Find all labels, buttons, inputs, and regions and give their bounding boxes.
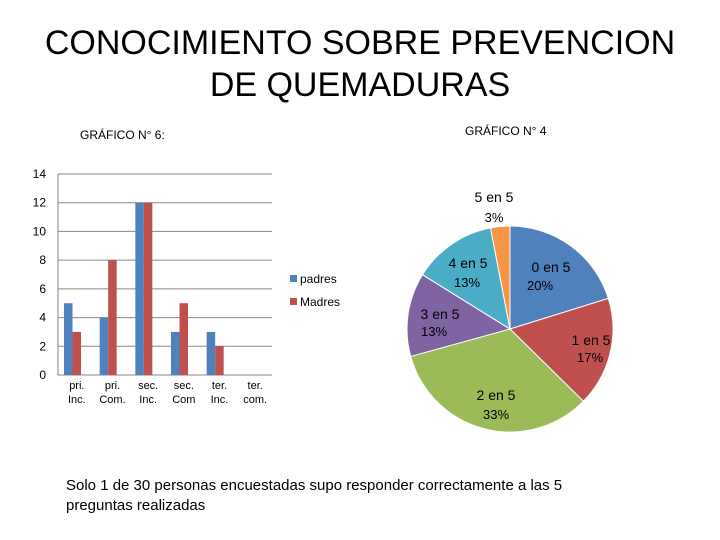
bar-padres <box>135 202 144 375</box>
y-tick-label: 6 <box>39 282 46 296</box>
legend-swatch-padres <box>290 275 297 282</box>
x-tick-label: ter. <box>212 380 227 392</box>
pie-percent: 20% <box>527 278 553 293</box>
pie-label: 1 en 5 <box>572 332 611 348</box>
x-tick-label: Com <box>172 394 195 406</box>
bar-padres <box>206 331 216 375</box>
x-tick-label: Inc. <box>139 394 157 406</box>
pie-label: 3 en 5 <box>421 306 460 322</box>
slide-title: CONOCIMIENTO SOBRE PREVENCION DE QUEMADU… <box>0 22 720 106</box>
bar-padres <box>99 317 109 375</box>
pie-percent: 13% <box>454 275 480 290</box>
y-tick-label: 12 <box>33 196 47 210</box>
y-tick-label: 10 <box>33 224 47 238</box>
x-tick-label: ter. <box>248 380 263 392</box>
pie-label: 2 en 5 <box>477 387 516 403</box>
bar-madres <box>143 202 153 375</box>
bar-padres <box>64 303 73 375</box>
x-tick-label: sec. <box>174 380 194 392</box>
pie-slice-2-en-5 <box>410 328 585 433</box>
legend-swatch-madres <box>290 298 297 305</box>
x-tick-label: Inc. <box>211 394 229 406</box>
y-tick-label: 0 <box>39 368 46 382</box>
slide-title-line1: CONOCIMIENTO SOBRE PREVENCION <box>44 24 676 62</box>
y-tick-label: 8 <box>39 253 46 267</box>
y-tick-label: 14 <box>33 167 47 181</box>
pie-percent: 33% <box>483 407 509 422</box>
bar-padres <box>171 331 180 375</box>
bar-chart-title: GRÁFICO N° 6: <box>80 128 165 142</box>
pie-slice-5-en-5 <box>489 225 511 330</box>
pie-slice-3-en-5 <box>406 274 512 358</box>
x-tick-label: pri. <box>69 380 84 392</box>
bar-madres <box>215 346 224 375</box>
pie-slice-0-en-5 <box>509 225 609 330</box>
bar-madres <box>179 303 188 375</box>
bar-madres <box>72 331 81 375</box>
footer-note: Solo 1 de 30 personas encuestadas supo r… <box>66 477 563 514</box>
pie-slice-4-en-5 <box>421 227 511 331</box>
y-tick-label: 2 <box>39 339 46 353</box>
pie-percent: 3% <box>485 210 504 225</box>
pie-slice-1-en-5 <box>509 297 614 402</box>
x-tick-label: sec. <box>138 380 158 392</box>
x-tick-label: Com. <box>99 394 125 406</box>
legend-label-padres: padres <box>300 272 337 286</box>
pie-chart-title: GRÁFICO N° 4 <box>465 124 547 138</box>
legend-label-madres: Madres <box>300 295 340 309</box>
pie-label: 4 en 5 <box>449 255 488 271</box>
y-tick-label: 4 <box>39 311 46 325</box>
slide-title-line2: DE QUEMADURAS <box>209 66 511 104</box>
bar-madres <box>108 260 117 375</box>
pie-label: 0 en 5 <box>532 259 571 275</box>
x-tick-label: com. <box>243 394 267 406</box>
pie-label: 5 en 5 <box>475 189 514 205</box>
x-tick-label: Inc. <box>68 394 86 406</box>
pie-percent: 13% <box>421 324 447 339</box>
pie-percent: 17% <box>577 350 603 365</box>
x-tick-label: pri. <box>105 380 120 392</box>
